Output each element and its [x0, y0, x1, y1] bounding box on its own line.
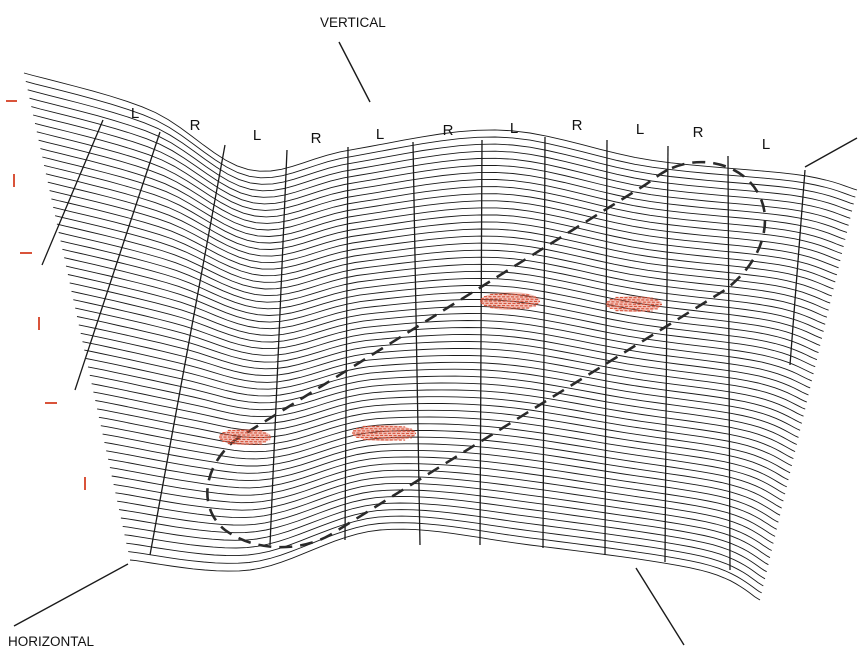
column-label: L [636, 121, 644, 138]
grid-line [115, 476, 774, 544]
horizontal-pointer-line [13, 563, 129, 627]
grid-line [122, 502, 767, 573]
vertical-label: VERTICAL [320, 15, 386, 30]
grid-line [93, 391, 794, 460]
grid-line [23, 72, 858, 191]
grid-line [32, 114, 849, 226]
grid-line [104, 436, 784, 502]
grid-line [128, 522, 762, 594]
grid-line [38, 139, 844, 248]
grid-line [106, 443, 782, 509]
grid-line [87, 366, 799, 438]
grid-line [36, 131, 846, 240]
column-label: L [253, 127, 261, 144]
grid-line [29, 97, 853, 212]
grid-line [124, 509, 766, 580]
column-boundary-line [269, 149, 288, 546]
grid-line [62, 248, 823, 339]
grid-line [129, 528, 761, 601]
grid-line [53, 206, 831, 304]
grid-line [78, 324, 807, 403]
grid-line [64, 257, 821, 346]
grid-line [43, 164, 839, 269]
column-boundary-line [604, 139, 608, 556]
grid-line [45, 173, 838, 276]
grid-line [34, 122, 848, 233]
grid-line [42, 156, 841, 262]
grid-line [75, 307, 811, 389]
grid-line [25, 80, 856, 198]
horizontal-grid-lines [23, 72, 858, 601]
column-boundary-line [479, 139, 483, 546]
grid-line [54, 215, 829, 311]
grid-line [67, 274, 818, 361]
grid-line [56, 223, 828, 318]
grid-line [111, 463, 777, 530]
column-boundary-line [412, 141, 421, 546]
column-boundary-line [542, 136, 546, 549]
activity-patch [479, 292, 541, 310]
activity-patches [218, 292, 663, 445]
grid-line [82, 341, 804, 417]
column-labels: L R L R L R L R L R L [131, 105, 770, 153]
column-label: L [131, 105, 139, 122]
column-label: L [762, 136, 770, 153]
activity-patch [605, 296, 663, 312]
column-boundary-line [41, 119, 104, 266]
dashed-stadium-outline [206, 160, 767, 549]
column-boundary-line [74, 131, 161, 391]
horizontal-label: HORIZONTAL [8, 634, 94, 649]
grid-line [49, 190, 834, 290]
grid-line [100, 423, 787, 488]
grid-line [58, 232, 826, 325]
grid-line [31, 106, 851, 219]
grid-line [84, 349, 802, 424]
column-label: L [376, 126, 384, 143]
grid-line [91, 383, 796, 453]
right-pointer-line [804, 137, 858, 168]
column-label: R [311, 130, 322, 147]
bottom-pointer-line [635, 567, 685, 646]
grid-line [98, 416, 789, 481]
column-label: L [510, 120, 518, 137]
grid-line [60, 240, 824, 332]
column-boundary-line [344, 146, 349, 541]
grid-line [102, 429, 786, 495]
grid-line [89, 374, 797, 445]
column-label: R [190, 117, 201, 134]
grid-line [47, 181, 836, 283]
column-label: R [572, 117, 583, 134]
column-boundary-line [149, 144, 226, 556]
column-label: R [443, 122, 454, 139]
grid-line [76, 316, 809, 396]
grid-line [97, 408, 791, 474]
grid-line [126, 515, 764, 587]
activity-patch [218, 429, 272, 445]
vertical-pointer-line [338, 41, 371, 103]
grid-line [40, 148, 843, 255]
grid-line [117, 482, 772, 551]
grid-line [120, 496, 769, 566]
grid-line [51, 198, 833, 297]
left-edge-ticks [6, 100, 86, 490]
column-label: R [693, 124, 704, 141]
grid-line [73, 299, 812, 382]
grid-line [95, 400, 792, 467]
column-boundary-line [789, 169, 806, 366]
column-boundary-line [727, 155, 731, 571]
grid-line [27, 89, 854, 205]
grid-line [86, 358, 801, 431]
grid-line [113, 469, 776, 537]
grid-line [80, 332, 806, 410]
column-boundary-line [664, 145, 669, 563]
grid-line [65, 265, 819, 354]
activity-patch [351, 425, 417, 441]
grid-line [118, 489, 771, 558]
